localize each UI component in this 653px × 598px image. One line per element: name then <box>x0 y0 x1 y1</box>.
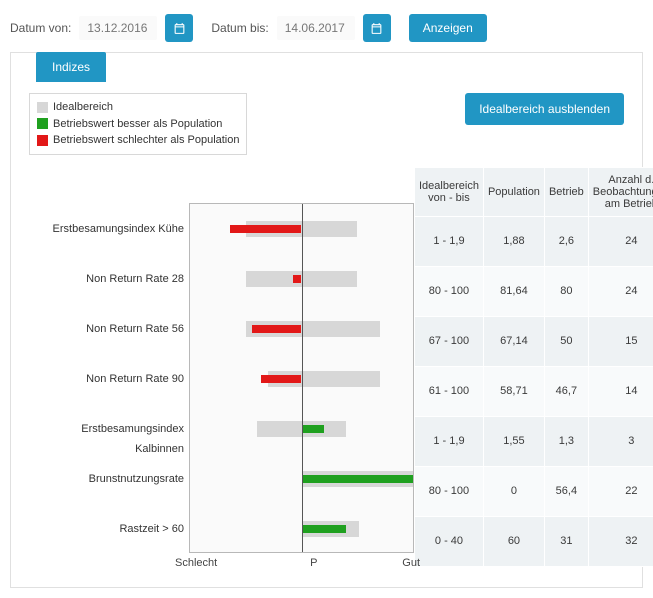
table-cell: 1,3 <box>544 416 588 466</box>
table-cell: 56,4 <box>544 466 588 516</box>
legend-label-better: Betriebswert besser als Population <box>53 116 222 133</box>
value-bar <box>302 525 347 533</box>
chart-row-label: Erstbesamungsindex Kühe <box>32 219 190 239</box>
legend-label-worse: Betriebswert schlechter als Population <box>53 132 239 149</box>
table-cell: 80 - 100 <box>415 266 484 316</box>
table-row: 0 - 40603132 <box>415 516 653 566</box>
col-population: Population <box>483 167 544 216</box>
table-cell: 3 <box>588 416 653 466</box>
table-cell: 1,55 <box>483 416 544 466</box>
table-cell: 24 <box>588 216 653 266</box>
date-from-input[interactable] <box>79 16 157 40</box>
axis-right: Gut <box>402 557 420 569</box>
table-cell: 81,64 <box>483 266 544 316</box>
legend: Idealbereich Betriebswert besser als Pop… <box>29 93 247 155</box>
table-cell: 0 - 40 <box>415 516 484 566</box>
date-from-label: Datum von: <box>10 21 71 35</box>
chart: Erstbesamungsindex Kühe Non Return Rate 2… <box>29 167 414 569</box>
table-cell: 46,7 <box>544 366 588 416</box>
table-cell: 22 <box>588 466 653 516</box>
date-to-label: Datum bis: <box>211 21 268 35</box>
hide-ideal-button[interactable]: Idealbereich ausblenden <box>465 93 624 125</box>
value-bar <box>261 375 301 383</box>
chart-row-label: Non Return Rate 90 <box>32 369 190 389</box>
axis-labels: Schlecht P Gut <box>189 553 414 569</box>
chart-center-line <box>302 204 303 552</box>
tab-indizes[interactable]: Indizes <box>36 52 106 82</box>
table-cell: 31 <box>544 516 588 566</box>
calendar-icon[interactable] <box>363 14 391 42</box>
value-bar <box>302 475 414 483</box>
table-cell: 32 <box>588 516 653 566</box>
date-to-input[interactable] <box>277 16 355 40</box>
table-cell: 60 <box>483 516 544 566</box>
table-cell: 1 - 1,9 <box>415 216 484 266</box>
value-bar <box>293 275 302 283</box>
table-cell: 24 <box>588 266 653 316</box>
table-cell: 80 <box>544 266 588 316</box>
table-cell: 67 - 100 <box>415 316 484 366</box>
table-row: 80 - 10081,648024 <box>415 266 653 316</box>
table-row: 61 - 10058,7146,714 <box>415 366 653 416</box>
data-table: Idealbereich von - bis Population Betrie… <box>414 167 653 567</box>
col-ideal: Idealbereich von - bis <box>415 167 484 216</box>
legend-swatch-ideal <box>37 102 48 113</box>
table-cell: 80 - 100 <box>415 466 484 516</box>
legend-swatch-better <box>37 118 48 129</box>
legend-label-ideal: Idealbereich <box>53 99 113 116</box>
panel: Indizes Idealbereich Betriebswert besser… <box>10 52 643 588</box>
table-cell: 1,88 <box>483 216 544 266</box>
value-bar <box>302 425 324 433</box>
filter-bar: Datum von: Datum bis: Anzeigen <box>10 10 643 52</box>
chart-row-label: Brunstnutzungsrate <box>32 469 190 489</box>
table-cell: 15 <box>588 316 653 366</box>
table-cell: 1 - 1,9 <box>415 416 484 466</box>
table-row: 1 - 1,91,551,33 <box>415 416 653 466</box>
chart-row-label: Non Return Rate 28 <box>32 269 190 289</box>
table-cell: 61 - 100 <box>415 366 484 416</box>
table-cell: 2,6 <box>544 216 588 266</box>
chart-row-label: Non Return Rate 56 <box>32 319 190 339</box>
calendar-icon[interactable] <box>165 14 193 42</box>
table-cell: 67,14 <box>483 316 544 366</box>
chart-row-label: Erstbesamungsindex Kalbinnen <box>32 419 190 459</box>
table-cell: 14 <box>588 366 653 416</box>
table-row: 80 - 100056,422 <box>415 466 653 516</box>
table-cell: 0 <box>483 466 544 516</box>
col-betrieb: Betrieb <box>544 167 588 216</box>
table-row: 1 - 1,91,882,624 <box>415 216 653 266</box>
table-row: 67 - 10067,145015 <box>415 316 653 366</box>
axis-left: Schlecht <box>175 557 217 569</box>
show-button[interactable]: Anzeigen <box>409 14 487 42</box>
value-bar <box>252 325 301 333</box>
table-cell: 50 <box>544 316 588 366</box>
axis-mid: P <box>310 557 317 569</box>
table-cell: 58,71 <box>483 366 544 416</box>
value-bar <box>230 225 301 233</box>
legend-swatch-worse <box>37 135 48 146</box>
col-count: Anzahl d. Beobachtungen am Betrieb <box>588 167 653 216</box>
